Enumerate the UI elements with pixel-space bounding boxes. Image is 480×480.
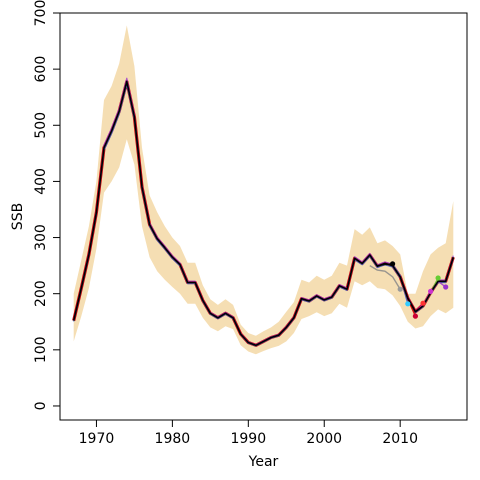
y-tick-label-0: 0	[33, 402, 49, 411]
end-point-2011	[405, 301, 411, 307]
end-point-2010	[397, 286, 403, 292]
retro-tail-0	[369, 264, 401, 290]
ssb-line	[72, 80, 455, 347]
x-axis: 1970 1980 1990 2000 2010	[79, 420, 418, 447]
y-tick-label-700: 700	[33, 0, 49, 26]
confidence-band-layer	[73, 25, 454, 355]
y-tick-label-400: 400	[33, 168, 49, 195]
y-axis: 0 100 200 300 400 500 600 700	[33, 0, 60, 410]
end-points-layer	[390, 261, 449, 319]
x-tick-label-1980: 1980	[155, 431, 191, 447]
x-axis-title: Year	[248, 454, 279, 470]
end-point-2013	[420, 300, 426, 306]
series-layer	[72, 77, 455, 347]
plot-frame	[59, 12, 468, 421]
confidence-band	[73, 25, 454, 355]
end-point-2012	[412, 313, 418, 319]
end-point-2015	[435, 275, 441, 281]
x-tick-label-2010: 2010	[382, 431, 418, 447]
y-tick-label-300: 300	[33, 224, 49, 251]
end-point-2014	[428, 288, 434, 294]
y-tick-label-600: 600	[33, 56, 49, 83]
end-point-2009	[390, 261, 396, 267]
y-tick-label-100: 100	[33, 336, 49, 363]
end-point-2016	[443, 284, 449, 290]
y-axis-title: SSB	[10, 203, 26, 230]
y-tick-label-500: 500	[33, 112, 49, 139]
x-tick-label-1990: 1990	[230, 431, 266, 447]
y-tick-label-200: 200	[33, 280, 49, 307]
x-tick-label-1970: 1970	[79, 431, 115, 447]
x-tick-label-2000: 2000	[306, 431, 342, 447]
